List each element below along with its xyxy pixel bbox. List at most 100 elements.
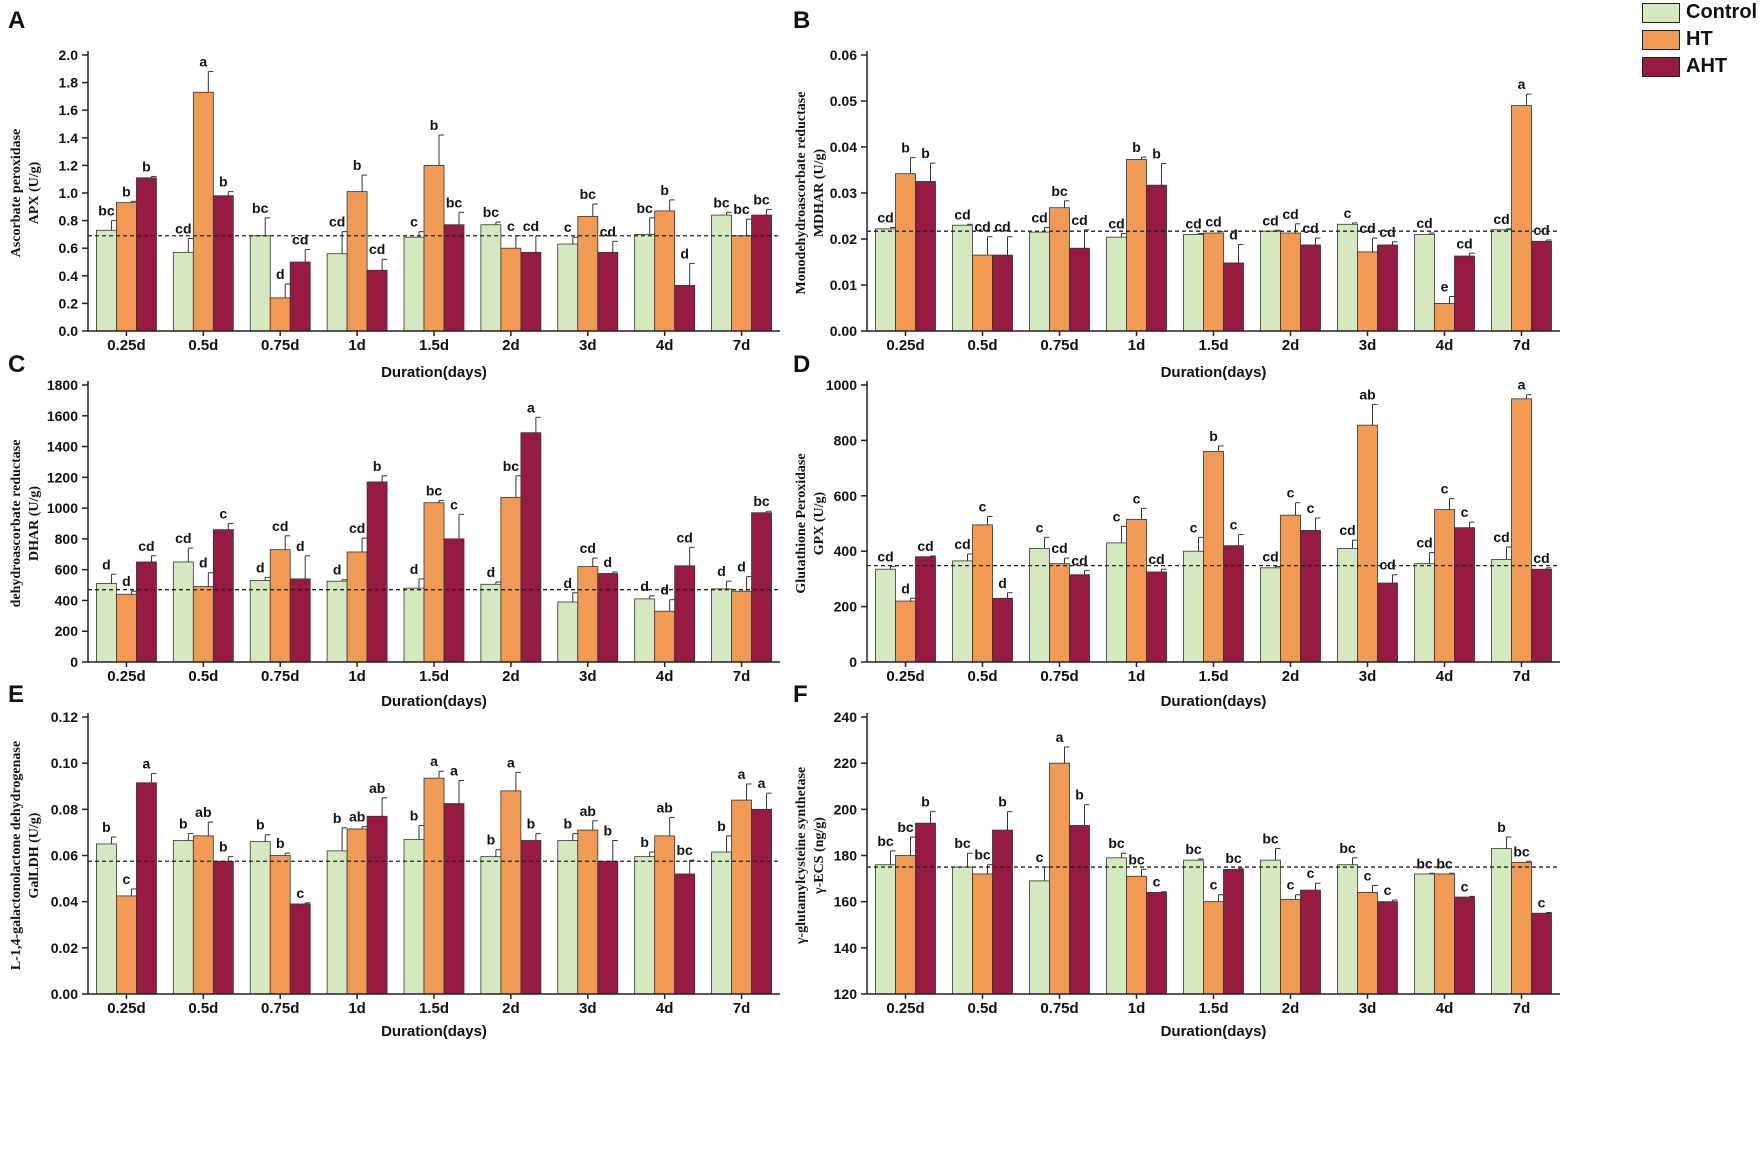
bar bbox=[634, 598, 656, 663]
bar bbox=[212, 529, 234, 663]
x-tick-label: 7d bbox=[733, 668, 751, 685]
bar bbox=[1029, 231, 1050, 332]
significance-letter: ab bbox=[656, 799, 672, 815]
significance-letter: d bbox=[256, 559, 265, 575]
significance-letter: e bbox=[1441, 279, 1449, 295]
y-axis-unit-label: GPX (U/g) bbox=[812, 491, 827, 555]
bar bbox=[1414, 873, 1435, 995]
significance-letter: bc bbox=[753, 192, 770, 208]
y-tick-label: 1.8 bbox=[59, 75, 79, 91]
panel-letter: B bbox=[793, 7, 810, 34]
x-tick-label: 3d bbox=[579, 1000, 597, 1017]
significance-letter: d bbox=[122, 573, 131, 589]
significance-letter: b bbox=[1497, 819, 1506, 835]
x-tick-label: 1.5d bbox=[1198, 668, 1228, 685]
bar bbox=[1531, 568, 1552, 663]
significance-letter: c bbox=[1538, 895, 1546, 911]
bar bbox=[520, 840, 542, 995]
legend-swatch-control bbox=[1642, 3, 1680, 23]
x-axis-label: Duration(days) bbox=[1161, 364, 1267, 381]
significance-letter: c bbox=[1384, 882, 1392, 898]
significance-letter: a bbox=[1518, 377, 1526, 393]
bar bbox=[1203, 232, 1224, 332]
bar bbox=[972, 254, 993, 332]
bar bbox=[249, 580, 271, 663]
bar bbox=[1146, 184, 1167, 332]
significance-letter: b bbox=[219, 174, 228, 190]
significance-letter: b bbox=[487, 832, 496, 848]
bar bbox=[480, 224, 502, 332]
significance-letter: a bbox=[450, 762, 458, 778]
significance-letter: ab bbox=[349, 809, 365, 825]
x-tick-label: 7d bbox=[733, 337, 751, 354]
x-tick-label: 1.5d bbox=[419, 668, 449, 685]
bar bbox=[895, 173, 916, 332]
bar bbox=[1203, 901, 1224, 995]
bar bbox=[597, 860, 619, 995]
significance-letter: cd bbox=[676, 529, 692, 545]
significance-letter: b bbox=[1132, 139, 1141, 155]
bar bbox=[577, 566, 599, 663]
significance-letter: bc bbox=[954, 835, 971, 851]
significance-letter: cd bbox=[954, 206, 970, 222]
bar bbox=[674, 565, 696, 663]
significance-letter: b bbox=[333, 810, 342, 826]
bar bbox=[443, 224, 465, 332]
bar bbox=[96, 583, 117, 663]
bar bbox=[403, 838, 425, 995]
x-tick-label: 0.75d bbox=[261, 1000, 299, 1017]
x-tick-label: 0.75d bbox=[1040, 337, 1078, 354]
significance-letter: a bbox=[758, 775, 766, 791]
significance-letter: bc bbox=[897, 819, 914, 835]
x-tick-label: 0.75d bbox=[1040, 1000, 1078, 1017]
y-tick-label: 0.6 bbox=[59, 240, 79, 256]
bar bbox=[1260, 859, 1281, 995]
x-axis-label: Duration(days) bbox=[1161, 693, 1267, 710]
significance-letter: b bbox=[603, 822, 612, 838]
significance-letter: b bbox=[179, 816, 188, 832]
significance-letter: cd bbox=[1185, 215, 1201, 231]
significance-letter: c bbox=[450, 496, 458, 512]
legend-label-aht: AHT bbox=[1686, 55, 1728, 77]
x-tick-label: 1d bbox=[348, 668, 366, 685]
x-tick-label: 3d bbox=[579, 337, 597, 354]
significance-letter: c bbox=[1133, 490, 1141, 506]
bar bbox=[895, 600, 916, 663]
bar bbox=[557, 243, 579, 332]
x-tick-label: 2d bbox=[502, 337, 520, 354]
significance-letter: bc bbox=[733, 201, 750, 217]
significance-letter: c bbox=[564, 219, 572, 235]
y-axis-label: Glutathione Peroxidase bbox=[794, 453, 809, 593]
bar bbox=[326, 580, 348, 663]
bar bbox=[674, 285, 696, 332]
significance-letter: bc bbox=[1416, 855, 1433, 871]
significance-letter: cd bbox=[1493, 211, 1509, 227]
bar bbox=[269, 855, 291, 995]
x-tick-label: 4d bbox=[656, 668, 674, 685]
bar bbox=[875, 864, 896, 995]
y-tick-label: 0.2 bbox=[59, 295, 79, 311]
significance-letter: bc bbox=[426, 482, 443, 498]
bar bbox=[1337, 223, 1358, 332]
bar bbox=[751, 512, 772, 663]
y-tick-label: 0.10 bbox=[51, 755, 78, 771]
panel-letter: F bbox=[793, 681, 808, 708]
bar bbox=[1511, 398, 1532, 663]
significance-letter: cd bbox=[138, 538, 154, 554]
significance-letter: b bbox=[563, 816, 572, 832]
x-tick-label: 0.75d bbox=[1040, 668, 1078, 685]
bar bbox=[1203, 451, 1224, 663]
significance-letter: a bbox=[430, 753, 438, 769]
significance-letter: a bbox=[143, 756, 151, 772]
y-tick-label: 0 bbox=[70, 654, 78, 670]
y-axis-label: Ascorbate peroxidase bbox=[9, 129, 24, 257]
significance-letter: c bbox=[1461, 504, 1469, 520]
bar bbox=[346, 828, 368, 995]
significance-letter: c bbox=[410, 214, 418, 230]
legend-label-ht: HT bbox=[1686, 28, 1713, 50]
bar bbox=[1126, 518, 1147, 663]
significance-letter: cd bbox=[175, 221, 191, 237]
significance-letter: bc bbox=[877, 833, 894, 849]
y-tick-label: 0.00 bbox=[830, 323, 857, 339]
